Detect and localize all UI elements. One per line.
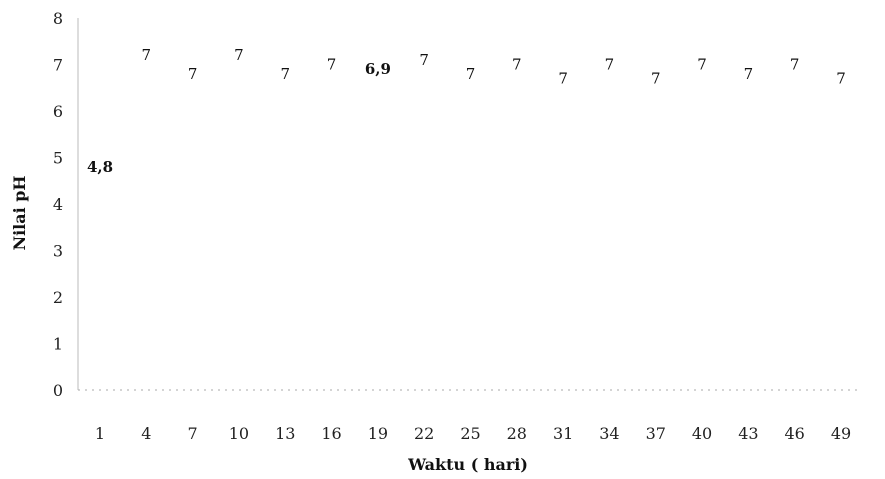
data-label: 7 [234, 46, 244, 64]
data-label: 6,9 [365, 60, 391, 78]
x-tick-label: 4 [141, 424, 151, 443]
data-label: 7 [651, 69, 661, 87]
data-label: 4,8 [87, 158, 113, 176]
data-label: 7 [419, 51, 429, 69]
data-label: 7 [327, 56, 337, 74]
data-label: 7 [558, 69, 568, 87]
data-label: 7 [744, 65, 754, 83]
x-tick-label: 34 [599, 424, 619, 443]
y-tick-label: 6 [53, 102, 63, 121]
x-tick-label: 16 [321, 424, 341, 443]
x-tick-label: 1 [95, 424, 105, 443]
data-label: 7 [280, 65, 290, 83]
x-axis-title: Waktu ( hari) [407, 455, 528, 474]
x-tick-label: 31 [553, 424, 573, 443]
y-tick-label: 5 [53, 149, 63, 168]
data-label: 7 [790, 56, 800, 74]
x-tick-label: 46 [785, 424, 805, 443]
data-label: 7 [697, 56, 707, 74]
y-tick-label: 1 [53, 335, 63, 354]
x-tick-label: 25 [460, 424, 480, 443]
data-label: 7 [142, 46, 152, 64]
x-tick-label: 10 [229, 424, 249, 443]
y-axis-title: Nilai pH [10, 175, 29, 250]
y-tick-label: 8 [53, 9, 63, 28]
x-tick-label: 43 [738, 424, 758, 443]
data-labels: 4,8 7 7 7 7 7 6,9 7 7 7 7 7 7 7 7 7 7 [87, 46, 846, 176]
x-tick-label: 40 [692, 424, 712, 443]
data-label: 7 [836, 69, 846, 87]
data-label: 7 [605, 56, 615, 74]
x-tick-label: 22 [414, 424, 434, 443]
y-tick-label: 7 [53, 56, 63, 75]
data-label: 7 [466, 65, 476, 83]
y-tick-labels: 0 1 2 3 4 5 6 7 8 [53, 9, 63, 400]
y-tick-label: 4 [53, 195, 63, 214]
x-tick-label: 49 [831, 424, 851, 443]
y-tick-label: 3 [53, 242, 63, 261]
x-tick-label: 7 [188, 424, 198, 443]
x-tick-label: 37 [646, 424, 666, 443]
x-tick-labels: 1 4 7 10 13 16 19 22 25 28 31 34 37 40 43 46 49 [95, 424, 851, 443]
data-label: 7 [188, 65, 198, 83]
x-tick-label: 19 [368, 424, 388, 443]
x-tick-label: 28 [507, 424, 527, 443]
y-tick-label: 2 [53, 288, 63, 307]
y-tick-label: 0 [53, 381, 63, 400]
data-label: 7 [512, 56, 522, 74]
x-tick-label: 13 [275, 424, 295, 443]
